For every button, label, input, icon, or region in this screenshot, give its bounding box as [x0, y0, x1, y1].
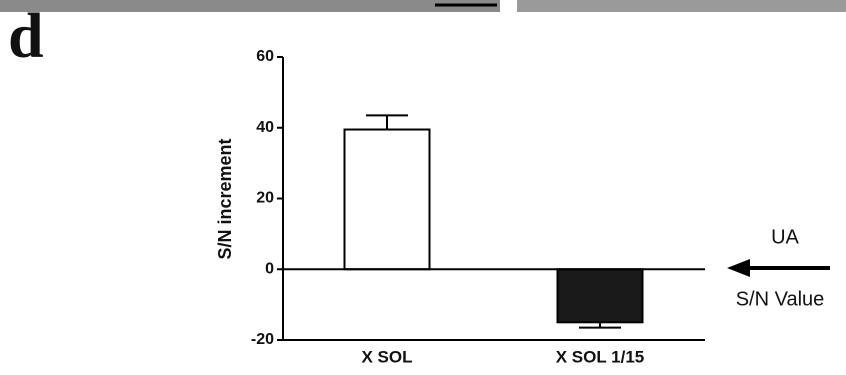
y-axis-label: S/N increment: [215, 138, 235, 259]
y-tick-label: 60: [256, 48, 274, 65]
annotation: UA: [771, 226, 799, 248]
y-tick-label: 0: [265, 260, 274, 277]
figure: d S/N increment UA S/N Value -20 0 20 40 60 X…: [0, 0, 846, 370]
annotation: S/N Value: [736, 288, 825, 310]
panel-label: d: [8, 0, 44, 71]
y-tick-label: -20: [251, 331, 274, 348]
x-tick-label: X SOL: [361, 347, 412, 366]
y-tick-label: 40: [256, 119, 274, 136]
x-tick-label: X SOL 1/15: [556, 347, 645, 366]
arrowhead: [727, 259, 750, 277]
bar: [345, 130, 430, 270]
image-strip: [0, 0, 500, 12]
y-tick-label: 20: [256, 190, 274, 207]
bar: [558, 269, 643, 322]
image-strip: [517, 0, 846, 12]
